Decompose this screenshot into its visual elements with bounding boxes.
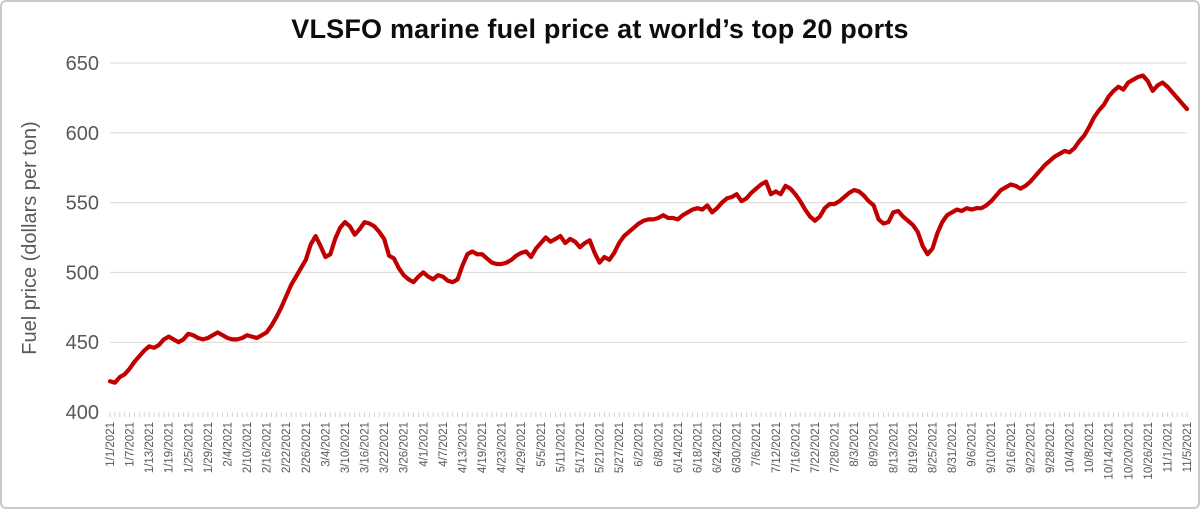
price-line-series bbox=[107, 73, 1190, 385]
x-axis-tick-label: 5/17/2021 bbox=[575, 422, 587, 473]
x-axis-tick-label: 10/8/2021 bbox=[1084, 422, 1096, 473]
x-axis-tick-label: 8/3/2021 bbox=[849, 422, 861, 467]
x-axis-tick-label: 6/24/2021 bbox=[712, 422, 724, 473]
y-axis-tick-label: 650 bbox=[66, 53, 99, 75]
x-axis-tick-label: 10/4/2021 bbox=[1065, 422, 1077, 473]
x-axis-tick-label: 5/5/2021 bbox=[536, 422, 548, 467]
x-axis-tick-label: 1/7/2021 bbox=[125, 422, 137, 467]
x-axis-tick-label: 6/18/2021 bbox=[693, 422, 705, 473]
x-axis-tick-label: 8/25/2021 bbox=[927, 422, 939, 473]
x-axis-tick-label: 10/14/2021 bbox=[1104, 422, 1116, 480]
x-axis-tick-label: 8/31/2021 bbox=[947, 422, 959, 473]
x-axis-tick-label: 11/5/2021 bbox=[1182, 422, 1194, 472]
x-axis-tick-label: 7/22/2021 bbox=[810, 422, 822, 473]
x-axis-tick-label: 9/10/2021 bbox=[986, 422, 998, 473]
x-axis-tick-label: 4/13/2021 bbox=[458, 422, 470, 473]
x-axis-tick-label: 11/1/2021 bbox=[1162, 422, 1174, 472]
x-axis-tick-label: 3/16/2021 bbox=[360, 422, 372, 473]
x-axis-tick-label: 5/11/2021 bbox=[555, 422, 567, 472]
x-axis-tick-label: 4/7/2021 bbox=[438, 422, 450, 467]
x-axis-tick-label: 6/8/2021 bbox=[653, 422, 665, 467]
x-axis-tick-label: 2/10/2021 bbox=[242, 422, 254, 473]
y-axis-tick-label: 500 bbox=[66, 262, 99, 284]
x-axis-tick-label: 5/27/2021 bbox=[614, 422, 626, 473]
y-axis-tick-label: 600 bbox=[66, 123, 99, 145]
y-axis-tick-label: 450 bbox=[66, 332, 99, 354]
x-axis-tick-label: 2/26/2021 bbox=[301, 422, 313, 473]
chart-title: VLSFO marine fuel price at world’s top 2… bbox=[291, 14, 909, 44]
x-axis-tick-label: 8/19/2021 bbox=[908, 422, 920, 473]
y-axis-tick-label: 400 bbox=[66, 402, 99, 424]
x-axis-tick-label: 2/22/2021 bbox=[281, 422, 293, 473]
x-axis-tick-label: 3/10/2021 bbox=[340, 422, 352, 473]
x-axis-tick-label: 1/25/2021 bbox=[183, 422, 195, 473]
x-axis-tick-label: 7/6/2021 bbox=[751, 422, 763, 467]
x-axis-tick-label: 3/4/2021 bbox=[320, 422, 332, 467]
x-axis-tick-label: 4/23/2021 bbox=[497, 422, 509, 473]
x-axis-tick-label: 10/26/2021 bbox=[1143, 422, 1155, 480]
x-axis-tick-label: 2/16/2021 bbox=[262, 422, 274, 473]
x-axis-tick-label: 4/29/2021 bbox=[516, 422, 528, 473]
y-axis-tick-label: 550 bbox=[66, 193, 99, 215]
x-axis-tick-label: 3/22/2021 bbox=[379, 422, 391, 473]
x-axis-tick-label: 1/19/2021 bbox=[164, 422, 176, 473]
x-axis-tick-label: 6/2/2021 bbox=[634, 422, 646, 467]
x-axis-tick-label: 1/13/2021 bbox=[144, 422, 156, 473]
x-axis-tick-label: 5/21/2021 bbox=[595, 422, 607, 473]
x-axis-tick-label: 7/16/2021 bbox=[790, 422, 802, 473]
x-axis-tick-label: 4/1/2021 bbox=[418, 422, 430, 467]
x-axis-tick-label: 1/1/2021 bbox=[105, 422, 117, 467]
x-axis-tick-label: 7/28/2021 bbox=[830, 422, 842, 473]
x-axis-tick-label: 4/19/2021 bbox=[477, 422, 489, 473]
x-axis-tick-label: 1/29/2021 bbox=[203, 422, 215, 473]
x-axis-tick-label: 8/9/2021 bbox=[869, 422, 881, 467]
y-axis-title: Fuel price (dollars per ton) bbox=[19, 121, 41, 354]
x-axis-tick-label: 3/26/2021 bbox=[399, 422, 411, 473]
x-axis-tick-label: 10/20/2021 bbox=[1123, 422, 1135, 480]
x-axis-tick-label: 6/30/2021 bbox=[732, 422, 744, 473]
x-axis-tick-label: 7/12/2021 bbox=[771, 422, 783, 473]
x-axis-tick-label: 6/14/2021 bbox=[673, 422, 685, 473]
x-axis-tick-label: 9/6/2021 bbox=[967, 422, 979, 467]
x-axis-tick-label: 2/4/2021 bbox=[223, 422, 235, 467]
x-axis-tick-label: 8/13/2021 bbox=[888, 422, 900, 473]
x-axis-tick-label: 9/22/2021 bbox=[1025, 422, 1037, 473]
x-axis-tick-label: 9/16/2021 bbox=[1006, 422, 1018, 473]
x-axis-tick-label: 9/28/2021 bbox=[1045, 422, 1057, 473]
